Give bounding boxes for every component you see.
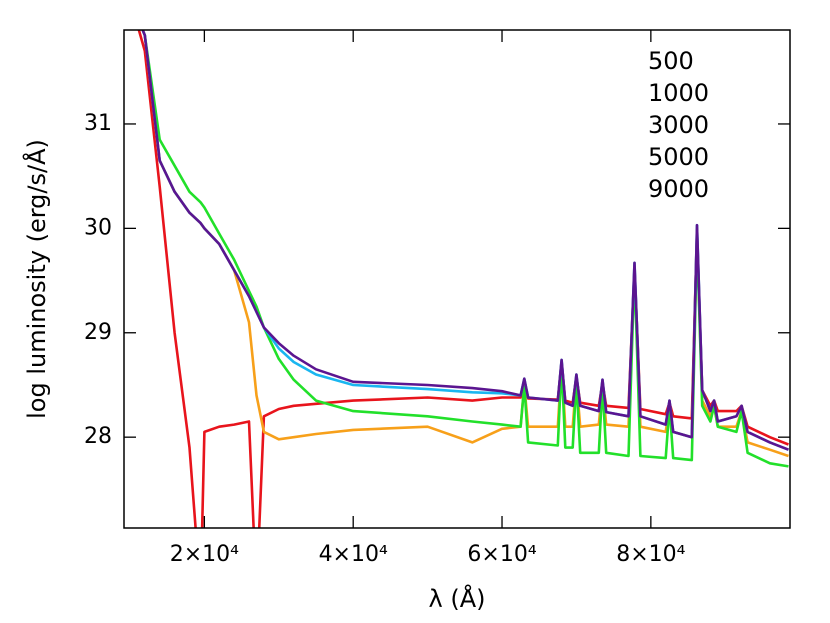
plot-frame [123,29,791,529]
plot-lines [137,30,789,528]
y-tick-label: 30 [84,215,112,240]
y-axis-label: log luminosity (erg/s/Å) [22,139,51,419]
x-axis-label: λ (Å) [429,584,486,613]
x-tick-label: 2×10⁴ [170,542,239,567]
y-tick-label: 29 [84,320,112,345]
x-tick-label: 4×10⁴ [319,542,388,567]
legend-label: 3000 [648,111,709,139]
series-line [141,30,789,468]
legend-label: 1000 [648,79,709,107]
legend-label: 9000 [648,175,709,203]
legend-label: 5000 [648,143,709,171]
legend-label: 500 [648,47,694,75]
y-tick-label: 31 [84,111,112,136]
x-tick-label: 8×10⁴ [616,542,685,567]
y-tick-label: 28 [84,424,112,449]
x-tick-label: 6×10⁴ [467,542,536,567]
series-line [141,30,789,451]
